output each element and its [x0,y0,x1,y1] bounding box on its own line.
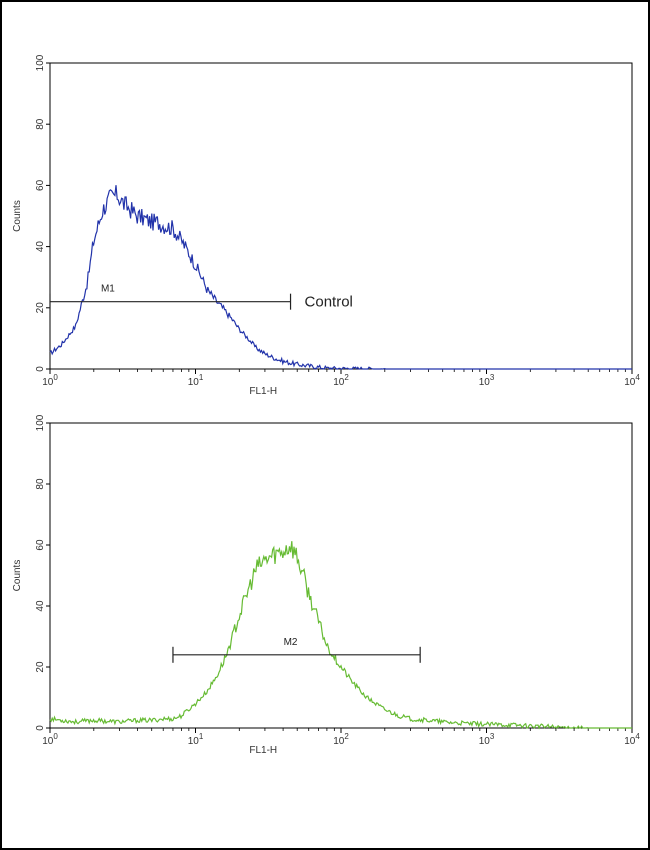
y-tick-label: 80 [35,118,46,130]
x-tick-label: 102 [333,373,349,388]
histogram-line [49,541,632,730]
gate-label: M1 [101,284,115,295]
y-tick-label: 20 [35,302,46,314]
y-tick-label: 40 [35,600,46,612]
x-axis-label: FL1-H [249,386,277,397]
plot-area [49,62,633,370]
control-annotation: Control [305,294,353,311]
x-tick-label: 101 [188,732,204,747]
bottom-histogram: 0 20 40 60 80 100 Counts 100 101 102 103 104 FL1-H M2 [12,414,640,756]
y-tick-label: 0 [35,366,46,372]
y-axis-label: Counts [12,560,23,592]
x-tick-label: 100 [42,373,58,388]
y-tick-label: 80 [35,478,46,490]
y-tick-label: 100 [35,414,46,431]
x-axis-label: FL1-H [249,745,277,756]
x-tick-label: 100 [42,732,58,747]
top-histogram: 0 20 40 60 80 100 Counts 100 101 102 103 104 FL1-H M1… [12,54,640,397]
y-tick-label: 100 [35,54,46,71]
y-tick-label: 0 [35,725,46,731]
y-axis-label: Counts [12,200,23,232]
y-tick-label: 40 [35,241,46,253]
x-tick-label: 101 [188,373,204,388]
x-tick-label: 104 [624,732,640,747]
y-tick-label: 60 [35,179,46,191]
gate-label: M2 [284,637,298,648]
histogram-line [49,185,632,370]
x-tick-label: 103 [479,373,495,388]
plot-area [49,422,633,729]
y-tick-label: 60 [35,539,46,551]
y-tick-label: 20 [35,661,46,673]
x-tick-label: 104 [624,373,640,388]
x-tick-label: 103 [479,732,495,747]
x-tick-label: 102 [333,732,349,747]
